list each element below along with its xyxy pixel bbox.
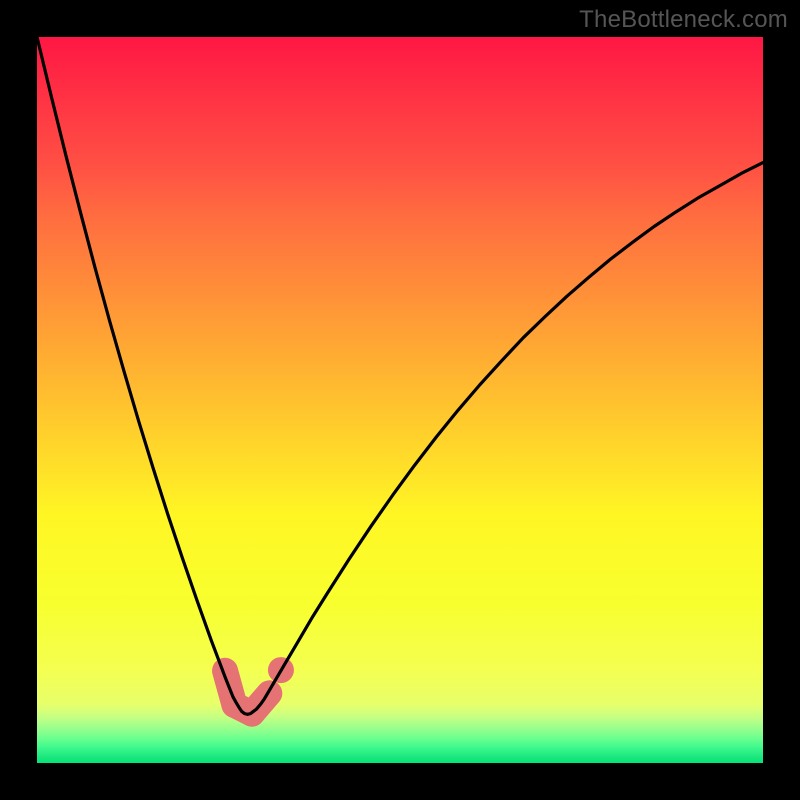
chart-container: TheBottleneck.com	[0, 0, 800, 800]
gradient-background	[37, 37, 763, 763]
plot-area	[37, 37, 763, 763]
chart-svg	[37, 37, 763, 763]
watermark-text: TheBottleneck.com	[579, 6, 788, 34]
